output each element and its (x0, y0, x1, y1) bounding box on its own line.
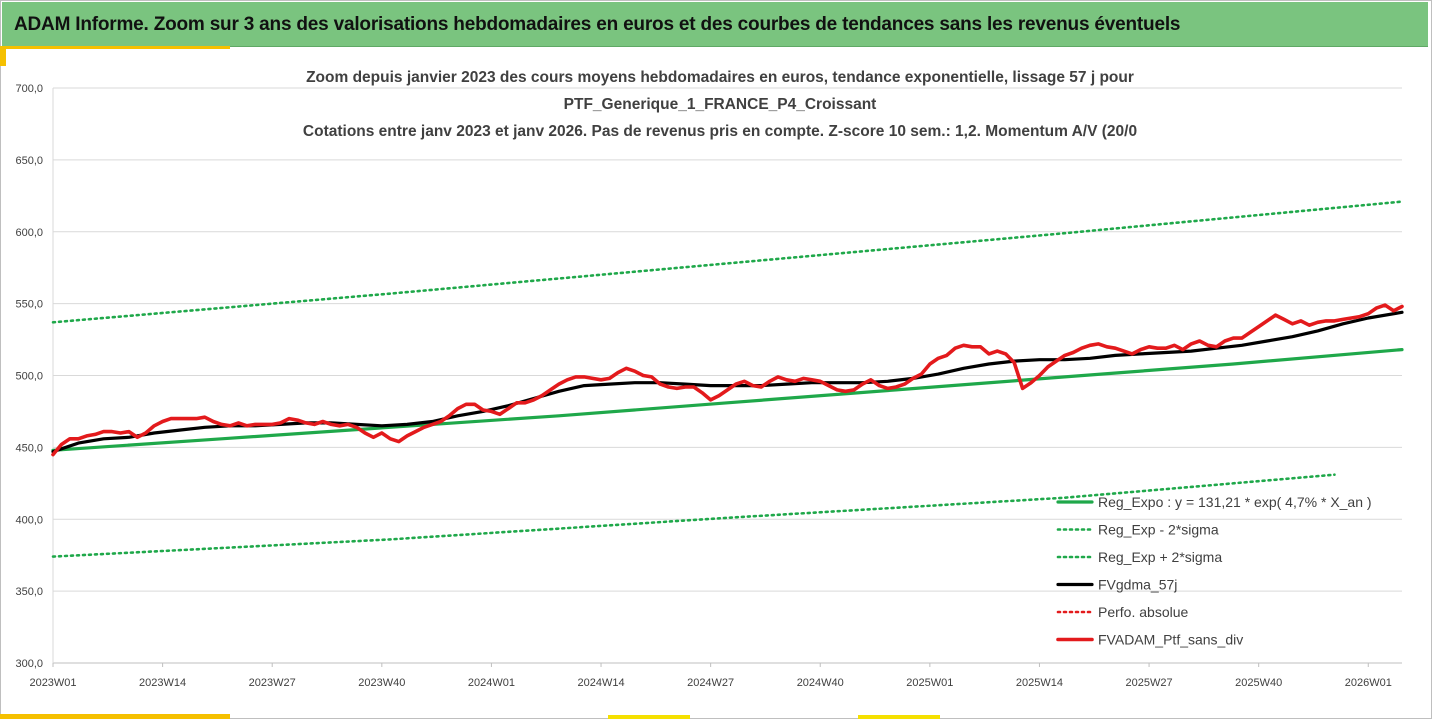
legend-label: Reg_Exp - 2*sigma (1098, 522, 1219, 538)
series-fvgdma-57j (51, 310, 1404, 454)
series-reg-exp-minus-2sigma (51, 473, 1336, 558)
header-banner: ADAM Informe. Zoom sur 3 ans des valoris… (2, 2, 1428, 47)
legend-label: Perfo. absolue (1098, 604, 1188, 620)
x-tick-label: 2024W01 (468, 677, 515, 689)
x-tick-label: 2026W01 (1345, 677, 1392, 689)
legend-label: Reg_Exp + 2*sigma (1098, 549, 1222, 565)
y-tick-label: 600,0 (15, 227, 43, 239)
x-tick-label: 2024W40 (797, 677, 844, 689)
chart-title-line-3: Cotations entre janv 2023 et janv 2026. … (302, 123, 1138, 140)
y-tick-label: 500,0 (15, 371, 43, 383)
y-tick-label: 450,0 (15, 442, 43, 454)
series-fvadam-ptf-sans-div (51, 303, 1404, 457)
x-tick-label: 2023W40 (358, 677, 405, 689)
chart-title: Zoom depuis janvier 2023 des cours moyen… (100, 64, 1340, 145)
x-tick-label: 2023W27 (249, 677, 296, 689)
y-tick-label: 300,0 (15, 658, 43, 670)
accent-stripe-bottom (858, 715, 940, 719)
accent-stripe-top (0, 46, 230, 49)
legend-label: Reg_Expo : y = 131,21 * exp( 4,7% * X_an… (1098, 494, 1372, 510)
gridlines (52, 87, 1402, 664)
chart-title-line-1: Zoom depuis janvier 2023 des cours moyen… (306, 69, 1134, 86)
accent-stripe-bottom (608, 715, 690, 719)
legend: Reg_Expo : y = 131,21 * exp( 4,7% * X_an… (1056, 494, 1372, 648)
y-tick-label: 400,0 (15, 514, 43, 526)
legend-label: FVADAM_Ptf_sans_div (1098, 632, 1243, 648)
x-tick-label: 2024W14 (577, 677, 624, 689)
y-tick-label: 700,0 (15, 83, 43, 95)
series-reg-exp-plus-2sigma (51, 200, 1404, 324)
x-tick-label: 2025W01 (906, 677, 953, 689)
x-tick-label: 2024W27 (687, 677, 734, 689)
x-axis-ticks: 2023W01 2023W14 2023W27 2023W40 2024W01 2024W… (29, 663, 1392, 689)
x-tick-label: 2025W14 (1016, 677, 1063, 689)
x-tick-label: 2025W40 (1235, 677, 1282, 689)
y-tick-label: 650,0 (15, 155, 43, 167)
legend-label: FVgdma_57j (1098, 577, 1177, 593)
accent-stripe-left (0, 46, 6, 66)
x-tick-label: 2023W14 (139, 677, 186, 689)
x-tick-label: 2025W27 (1126, 677, 1173, 689)
y-tick-label: 350,0 (15, 586, 43, 598)
series-lines (51, 200, 1404, 558)
banner-title: ADAM Informe. Zoom sur 3 ans des valoris… (14, 14, 1181, 35)
y-tick-label: 550,0 (15, 299, 43, 311)
y-axis-ticks: 300,0 350,0 400,0 450,0 500,0 550,0 600,0 650,0… (15, 83, 43, 670)
chart-title-line-2: PTF_Generique_1_FRANCE_P4_Croissant (563, 96, 877, 113)
x-tick-label: 2023W01 (29, 677, 76, 689)
series-reg-expo (51, 348, 1404, 452)
accent-stripe-bottom-left (0, 714, 230, 719)
